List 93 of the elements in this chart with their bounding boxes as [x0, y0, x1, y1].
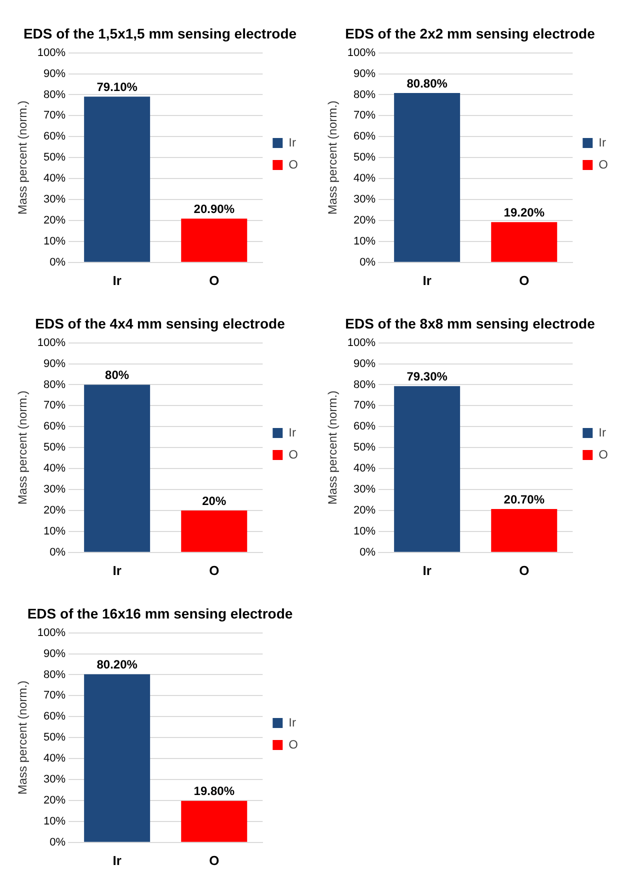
legend-label: Ir [598, 135, 606, 150]
x-tick-label: Ir [112, 562, 122, 578]
y-tick-label: 90% [354, 68, 376, 80]
y-tick-label: 10% [44, 815, 66, 828]
data-label: 80.80% [406, 76, 448, 90]
chart-title: EDS of the 4x4 mm sensing electrode [35, 315, 286, 332]
y-tick-label: 80% [354, 88, 376, 101]
y-tick-label: 80% [354, 378, 376, 391]
y-tick-label: 30% [44, 774, 66, 786]
y-tick-label: 0% [360, 256, 376, 268]
data-label: 80% [105, 368, 130, 382]
chart-title: EDS of the 1,5x1,5 mm sensing electrode [23, 25, 297, 42]
x-tick-label: Ir [112, 272, 122, 288]
chart-title: EDS of the 8x8 mm sensing electrode [345, 315, 596, 332]
y-tick-label: 20% [44, 214, 66, 227]
data-label: 19.20% [504, 205, 545, 220]
y-tick-label: 30% [354, 194, 376, 206]
y-tick-label: 100% [37, 46, 66, 59]
y-tick-label: 10% [44, 235, 66, 248]
x-tick-label: O [209, 272, 220, 288]
x-tick-label: O [209, 562, 220, 578]
data-label: 79.30% [406, 370, 448, 384]
y-tick-label: 20% [44, 794, 66, 807]
y-tick-label: 60% [44, 130, 66, 143]
y-tick-label: 0% [360, 546, 376, 558]
legend-label: O [598, 157, 608, 172]
legend-label: O [288, 157, 298, 172]
y-axis-title: Mass percent (norm.) [326, 100, 340, 215]
y-tick-label: 80% [44, 378, 66, 391]
y-tick-label: 80% [44, 88, 66, 101]
chart-title: EDS of the 16x16 mm sensing electrode [27, 605, 293, 622]
y-tick-label: 50% [354, 152, 376, 164]
y-tick-label: 60% [44, 420, 66, 433]
data-label: 19.80% [194, 784, 235, 798]
y-tick-label: 20% [354, 214, 376, 227]
data-label: 20.90% [194, 202, 235, 216]
y-tick-label: 100% [37, 336, 66, 349]
y-tick-label: 50% [354, 442, 376, 454]
y-axis-title: Mass percent (norm.) [16, 100, 30, 215]
y-tick-label: 70% [354, 110, 376, 122]
y-tick-label: 100% [37, 626, 66, 639]
y-tick-label: 40% [354, 462, 376, 475]
y-tick-label: 30% [354, 484, 376, 496]
data-label: 20.70% [504, 492, 545, 506]
y-tick-label: 60% [354, 420, 376, 433]
y-tick-label: 40% [44, 462, 66, 475]
y-tick-label: 100% [347, 336, 376, 349]
y-tick-label: 0% [50, 836, 66, 848]
y-tick-label: 70% [44, 690, 66, 702]
legend-label: Ir [288, 135, 296, 150]
y-tick-label: 40% [354, 172, 376, 185]
legend-label: Ir [288, 715, 296, 730]
x-tick-label: Ir [422, 562, 432, 578]
y-tick-label: 100% [347, 46, 376, 59]
y-axis-title: Mass percent (norm.) [326, 390, 340, 505]
y-tick-label: 70% [354, 400, 376, 412]
y-axis-title: Mass percent (norm.) [16, 390, 30, 505]
y-tick-label: 30% [44, 484, 66, 496]
x-tick-label: O [519, 562, 530, 578]
y-axis-title: Mass percent (norm.) [16, 680, 30, 795]
y-tick-label: 40% [44, 172, 66, 185]
y-tick-label: 60% [354, 130, 376, 143]
data-label: 20% [202, 494, 226, 508]
y-tick-label: 50% [44, 152, 66, 164]
y-tick-label: 60% [44, 710, 66, 723]
y-tick-label: 90% [354, 358, 376, 370]
y-tick-label: 20% [354, 504, 376, 517]
y-tick-label: 0% [50, 546, 66, 558]
y-tick-label: 20% [44, 504, 66, 517]
legend-label: O [288, 737, 298, 752]
legend-label: Ir [598, 425, 606, 440]
y-tick-label: 10% [354, 525, 376, 538]
y-tick-label: 70% [44, 400, 66, 412]
y-tick-label: 0% [50, 256, 66, 268]
y-tick-label: 90% [44, 68, 66, 80]
y-tick-label: 70% [44, 110, 66, 122]
data-label: 79.10% [96, 80, 138, 94]
x-tick-label: Ir [422, 272, 432, 288]
legend-label: O [598, 447, 608, 462]
y-tick-label: 50% [44, 732, 66, 744]
y-tick-label: 80% [44, 668, 66, 681]
y-tick-label: 90% [44, 648, 66, 660]
y-tick-label: 10% [354, 235, 376, 248]
data-label: 80.20% [96, 658, 138, 672]
legend-label: O [288, 447, 298, 462]
y-tick-label: 10% [44, 525, 66, 538]
chart-title: EDS of the 2x2 mm sensing electrode [345, 25, 596, 42]
y-tick-label: 40% [44, 752, 66, 765]
y-tick-label: 90% [44, 358, 66, 370]
x-tick-label: O [519, 272, 530, 288]
legend-label: Ir [288, 425, 296, 440]
y-tick-label: 50% [44, 442, 66, 454]
y-tick-label: 30% [44, 194, 66, 206]
